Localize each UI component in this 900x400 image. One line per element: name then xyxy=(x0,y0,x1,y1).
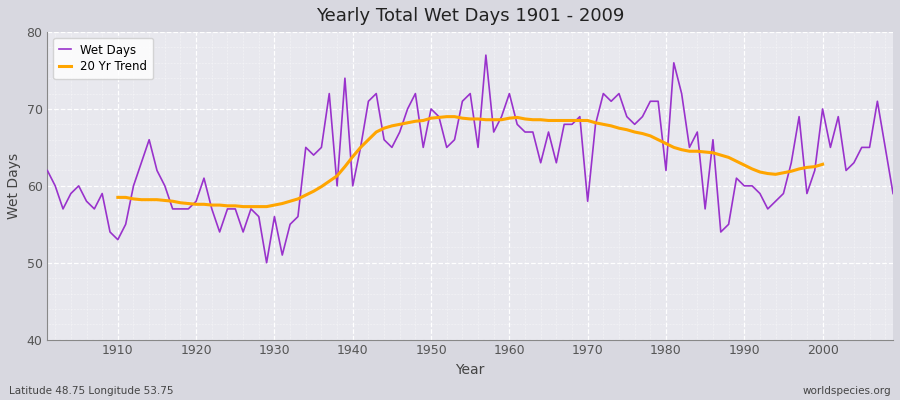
20 Yr Trend xyxy=(536,117,546,122)
Wet Days xyxy=(42,168,53,173)
Title: Yearly Total Wet Days 1901 - 2009: Yearly Total Wet Days 1901 - 2009 xyxy=(316,7,625,25)
20 Yr Trend xyxy=(809,164,820,169)
Line: 20 Yr Trend: 20 Yr Trend xyxy=(118,117,823,207)
Wet Days xyxy=(519,130,530,134)
20 Yr Trend xyxy=(724,155,734,160)
Wet Days xyxy=(512,122,523,127)
20 Yr Trend xyxy=(199,202,210,207)
20 Yr Trend xyxy=(238,204,248,209)
20 Yr Trend xyxy=(817,162,828,167)
X-axis label: Year: Year xyxy=(455,363,485,377)
20 Yr Trend xyxy=(301,193,311,198)
Wet Days xyxy=(614,91,625,96)
20 Yr Trend xyxy=(284,199,295,204)
Wet Days xyxy=(284,222,295,227)
20 Yr Trend xyxy=(112,195,123,200)
20 Yr Trend xyxy=(441,114,452,119)
Wet Days xyxy=(261,260,272,265)
Wet Days xyxy=(887,191,898,196)
Y-axis label: Wet Days: Wet Days xyxy=(7,153,21,219)
Line: Wet Days: Wet Days xyxy=(48,55,893,263)
Wet Days xyxy=(481,53,491,58)
Text: Latitude 48.75 Longitude 53.75: Latitude 48.75 Longitude 53.75 xyxy=(9,386,174,396)
Wet Days xyxy=(332,184,343,188)
Wet Days xyxy=(104,230,115,234)
Text: worldspecies.org: worldspecies.org xyxy=(803,386,891,396)
Legend: Wet Days, 20 Yr Trend: Wet Days, 20 Yr Trend xyxy=(53,38,153,79)
